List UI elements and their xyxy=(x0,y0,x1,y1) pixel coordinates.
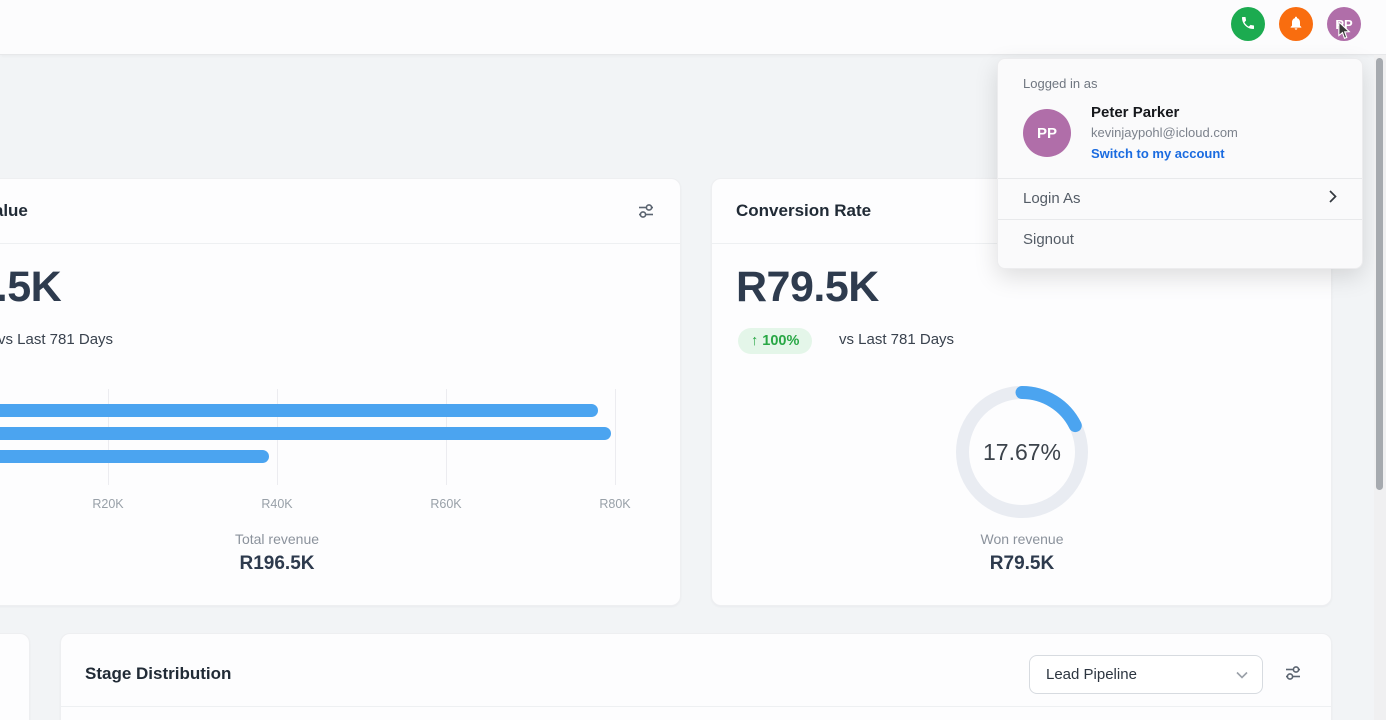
scrollbar-thumb[interactable] xyxy=(1376,58,1383,490)
menu-divider xyxy=(998,219,1362,220)
menu-item-login-as[interactable]: Login As xyxy=(998,178,1362,219)
stage-distribution-card: Stage Distribution Lead Pipeline xyxy=(60,633,1332,720)
lead-value-footer: Total revenue R196.5K xyxy=(0,531,615,575)
chevron-down-icon xyxy=(1236,666,1248,683)
won-revenue-value: R79.5K xyxy=(989,553,1055,574)
lead-value-card-title: Total Lead Value xyxy=(0,201,28,220)
phone-icon xyxy=(1240,15,1256,34)
revenue-bar xyxy=(0,404,599,417)
user-email: kevinjaypohl@icloud.com xyxy=(1091,125,1238,140)
menu-item-signout[interactable]: Signout xyxy=(998,219,1362,260)
pipeline-select[interactable]: Lead Pipeline xyxy=(1029,655,1263,694)
conversion-amount: R79.5K xyxy=(736,263,879,311)
partial-card xyxy=(0,633,30,720)
conversion-footer: Won revenue R79.5K xyxy=(872,531,1172,575)
lead-value-card: Total Lead Value R196.5K vs Last 781 Day… xyxy=(0,178,681,606)
switch-account-link[interactable]: Switch to my account xyxy=(1091,146,1225,161)
chevron-right-icon xyxy=(1329,190,1337,207)
x-axis-tick-label: R40K xyxy=(261,497,293,511)
menu-avatar: PP xyxy=(1023,109,1071,157)
card-header-divider xyxy=(61,706,1331,707)
stage-distribution-title: Stage Distribution xyxy=(85,664,232,683)
donut-center-label: 17.67% xyxy=(982,438,1061,465)
user-name: Peter Parker xyxy=(1091,104,1180,121)
total-revenue-label: Total revenue xyxy=(234,531,320,547)
stage-card-settings-button[interactable] xyxy=(1283,664,1303,684)
won-revenue-label: Won revenue xyxy=(980,531,1064,547)
x-axis-tick-label: R80K xyxy=(599,497,631,511)
trend-badge: ↑ 100% xyxy=(738,328,813,354)
mouse-cursor-icon xyxy=(1337,20,1352,45)
logged-in-as-label: Logged in as xyxy=(1023,76,1098,91)
bell-icon xyxy=(1288,15,1304,34)
lead-value-card-settings-button[interactable] xyxy=(636,202,656,222)
conversion-rate-card-title: Conversion Rate xyxy=(736,201,872,220)
lead-value-bar-chart: R20K R40K R60K R80K xyxy=(0,389,682,524)
donut-arc xyxy=(1015,386,1082,433)
sliders-icon xyxy=(637,204,655,223)
conversion-comparison: vs Last 781 Days xyxy=(839,331,955,348)
pipeline-select-value: Lead Pipeline xyxy=(1046,666,1137,683)
revenue-bar xyxy=(0,450,269,463)
login-as-label: Login As xyxy=(1023,190,1081,207)
card-header-divider xyxy=(0,243,680,244)
revenue-bar xyxy=(0,427,611,440)
gridline xyxy=(615,389,616,485)
x-axis-tick-label: R60K xyxy=(430,497,462,511)
sliders-icon xyxy=(1284,666,1302,685)
vertical-scrollbar xyxy=(1374,55,1386,720)
account-menu: Logged in as PP Peter Parker kevinjaypoh… xyxy=(997,58,1363,269)
conversion-donut-chart xyxy=(956,386,1088,518)
signout-label: Signout xyxy=(1023,231,1074,248)
menu-divider xyxy=(998,178,1362,179)
phone-button[interactable] xyxy=(1231,7,1265,41)
topbar: PP xyxy=(0,0,1386,55)
lead-value-amount: R196.5K xyxy=(0,263,62,311)
total-revenue-value: R196.5K xyxy=(239,553,315,574)
x-axis-tick-label: R20K xyxy=(92,497,124,511)
lead-value-comparison: vs Last 781 Days xyxy=(0,331,114,348)
notifications-button[interactable] xyxy=(1279,7,1313,41)
